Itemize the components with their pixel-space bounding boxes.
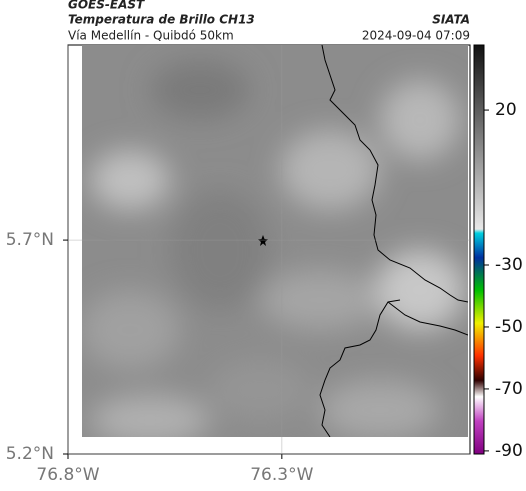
region: Vía Medellín - Quibdó 50km [68, 29, 234, 43]
colorbar [473, 44, 485, 455]
location-marker [258, 235, 268, 246]
satellite-image [82, 45, 468, 437]
y-tick-label: 5.2°N [6, 444, 54, 464]
title: GOES-EAST [68, 0, 145, 12]
y-tick-label: 5.7°N [6, 230, 54, 250]
colorbar-tick-label: -90 [495, 441, 523, 461]
x-tick-label: 76.3°W [250, 465, 313, 485]
colorbar-tick-label: 20 [495, 100, 517, 120]
subtitle: Temperatura de Brillo CH13 [68, 13, 255, 27]
x-tick-label: 76.8°W [36, 465, 99, 485]
datetime: 2024-09-04 07:09 [362, 29, 470, 43]
colorbar-tick-label: -30 [495, 255, 523, 275]
colorbar-tick-label: -70 [495, 379, 523, 399]
source: SIATA [432, 13, 470, 27]
colorbar-tick-label: -50 [495, 317, 523, 337]
